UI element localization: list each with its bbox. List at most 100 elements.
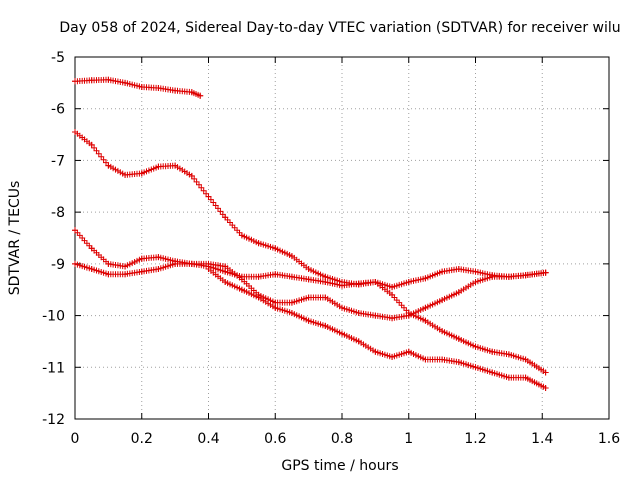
data-point: [288, 299, 295, 306]
data-point: [172, 87, 179, 94]
data-point: [305, 317, 312, 324]
data-point: [105, 260, 112, 267]
data-point: [272, 304, 279, 311]
data-point: [339, 304, 345, 311]
series-layer: [72, 76, 549, 391]
data-point: [455, 266, 462, 273]
data-point: [305, 276, 312, 283]
data-point: [255, 240, 262, 247]
x-axis-label: GPS time / hours: [281, 458, 398, 474]
data-point: [122, 171, 129, 178]
data-point: [542, 384, 549, 391]
y-tick-label: -11: [42, 360, 65, 376]
data-point: [155, 266, 162, 273]
y-tick-label: -9: [51, 257, 65, 273]
data-point: [222, 263, 229, 270]
data-point: [255, 273, 262, 280]
data-point: [197, 92, 204, 99]
data-point: [405, 348, 412, 355]
data-point: [72, 260, 78, 267]
data-point: [138, 170, 145, 177]
x-tick-label: 1.6: [598, 431, 620, 447]
data-point: [389, 291, 396, 298]
series-sat-5: [205, 266, 549, 391]
data-point: [222, 268, 229, 275]
data-point: [355, 338, 362, 345]
data-point: [72, 128, 78, 135]
data-point: [322, 278, 329, 285]
data-point: [472, 364, 479, 371]
data-point: [205, 260, 212, 267]
data-point: [405, 312, 412, 319]
data-point: [122, 263, 129, 270]
data-point: [542, 269, 549, 276]
data-point: [542, 369, 549, 376]
data-point: [205, 266, 212, 273]
data-point: [322, 273, 329, 280]
data-point: [505, 351, 512, 358]
data-point: [422, 317, 429, 324]
data-point: [372, 348, 379, 355]
chart-title: Day 058 of 2024, Sidereal Day-to-day VTE…: [59, 20, 620, 36]
data-point: [272, 271, 279, 278]
data-point: [522, 356, 529, 363]
data-point: [255, 294, 262, 301]
data-point: [522, 374, 529, 381]
data-point: [322, 322, 329, 329]
data-point: [188, 89, 195, 96]
data-point: [339, 282, 345, 289]
data-point: [439, 268, 446, 275]
data-point: [188, 260, 195, 267]
x-tick-label: 1.4: [531, 431, 553, 447]
data-point: [238, 232, 245, 239]
data-point: [472, 278, 479, 285]
data-point: [105, 162, 112, 169]
data-point: [172, 260, 179, 267]
series-sat-1: [72, 76, 204, 99]
data-point: [105, 76, 112, 83]
series-sat-4: [72, 260, 549, 322]
x-tick-label: 0.4: [197, 431, 219, 447]
data-point: [122, 271, 129, 278]
data-point: [355, 309, 362, 316]
data-point: [489, 348, 496, 355]
data-point: [439, 297, 446, 304]
data-point: [372, 278, 379, 285]
y-axis-label: SDTVAR / TECUs: [7, 181, 23, 296]
data-point: [322, 294, 329, 301]
data-point: [505, 273, 512, 280]
data-point: [88, 141, 95, 148]
x-tick-label: 0: [71, 431, 80, 447]
data-point: [455, 289, 462, 296]
data-point: [155, 254, 162, 261]
y-tick-label: -10: [42, 309, 65, 325]
axis-ticks: 0 0.2 0.4 0.6 0.8 1 1.2 1.4 1.6 -5 -6 -7 -8 -9 -10 -11 -…: [42, 50, 620, 447]
data-point: [355, 280, 362, 287]
y-tick-label: -5: [51, 50, 65, 66]
data-point: [288, 273, 295, 280]
x-tick-label: 1: [404, 431, 413, 447]
data-point: [72, 227, 78, 234]
data-point: [389, 353, 396, 360]
data-point: [88, 77, 95, 84]
data-point: [172, 162, 179, 169]
data-point: [155, 163, 162, 170]
x-tick-label: 0.8: [331, 431, 353, 447]
data-point: [439, 328, 446, 335]
data-point: [88, 245, 95, 252]
data-point: [222, 278, 229, 285]
data-point: [272, 299, 279, 306]
data-point: [439, 356, 446, 363]
data-point: [405, 278, 412, 285]
data-point: [472, 268, 479, 275]
y-tick-label: -7: [51, 153, 65, 169]
data-point: [72, 78, 78, 85]
data-point: [288, 253, 295, 260]
data-point: [422, 304, 429, 311]
data-point: [422, 275, 429, 282]
data-point: [122, 79, 129, 86]
data-point: [288, 309, 295, 316]
data-point: [272, 245, 279, 252]
